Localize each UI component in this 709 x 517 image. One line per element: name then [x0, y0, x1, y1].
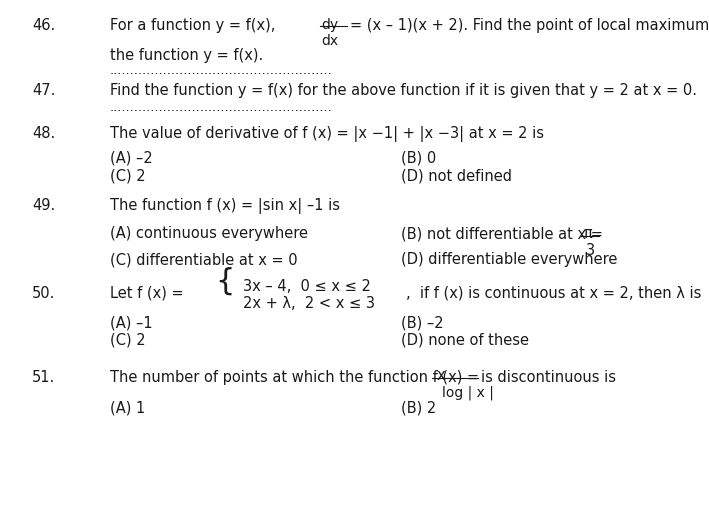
Text: (B) 0: (B) 0	[401, 151, 436, 166]
Text: The number of points at which the function f (x) =: The number of points at which the functi…	[110, 370, 479, 385]
Text: {: {	[215, 266, 234, 295]
Text: ,  if f (x) is continuous at x = 2, then λ is: , if f (x) is continuous at x = 2, then …	[406, 286, 702, 301]
Text: 3: 3	[586, 243, 596, 258]
Text: (C) 2: (C) 2	[110, 168, 145, 183]
Text: = (x – 1)(x + 2). Find the point of local maximum and minimum for: = (x – 1)(x + 2). Find the point of loca…	[350, 18, 709, 33]
Text: (A) –1: (A) –1	[110, 316, 152, 331]
Text: 48.: 48.	[32, 126, 55, 141]
Text: dx: dx	[321, 34, 338, 48]
Text: (D) differentiable everywhere: (D) differentiable everywhere	[401, 252, 617, 267]
Text: Let f (x) =: Let f (x) =	[110, 286, 184, 301]
Text: The function f (x) = |sin x| –1 is: The function f (x) = |sin x| –1 is	[110, 198, 340, 214]
Text: the function y = f(x).: the function y = f(x).	[110, 48, 263, 63]
Text: is discontinuous is: is discontinuous is	[481, 370, 616, 385]
Text: 51.: 51.	[32, 370, 55, 385]
Text: The value of derivative of f (x) = |x −1| + |x −3| at x = 2 is: The value of derivative of f (x) = |x −1…	[110, 126, 544, 142]
Text: 49.: 49.	[32, 198, 55, 213]
Text: Find the function y = f(x) for the above function if it is given that y = 2 at x: Find the function y = f(x) for the above…	[110, 83, 697, 98]
Text: ......................................................: ........................................…	[110, 64, 333, 77]
Text: (A) –2: (A) –2	[110, 151, 152, 166]
Text: ......................................................: ........................................…	[110, 101, 333, 114]
Text: (B) –2: (B) –2	[401, 316, 443, 331]
Text: x: x	[437, 368, 445, 383]
Text: 2x + λ,  2 < x ≤ 3: 2x + λ, 2 < x ≤ 3	[243, 296, 375, 311]
Text: 47.: 47.	[32, 83, 55, 98]
Text: π: π	[584, 226, 592, 241]
Text: (D) none of these: (D) none of these	[401, 333, 529, 348]
Text: 46.: 46.	[32, 18, 55, 33]
Text: log | x |: log | x |	[442, 386, 494, 400]
Text: (C) differentiable at x = 0: (C) differentiable at x = 0	[110, 252, 298, 267]
Text: For a function y = f(x),: For a function y = f(x),	[110, 18, 275, 33]
Text: (B) not differentiable at x =: (B) not differentiable at x =	[401, 226, 603, 241]
Text: (B) 2: (B) 2	[401, 400, 436, 415]
Text: (D) not defined: (D) not defined	[401, 168, 512, 183]
Text: (A) 1: (A) 1	[110, 400, 145, 415]
Text: 3x – 4,  0 ≤ x ≤ 2: 3x – 4, 0 ≤ x ≤ 2	[243, 279, 371, 294]
Text: (A) continuous everywhere: (A) continuous everywhere	[110, 226, 308, 241]
Text: dy: dy	[321, 18, 338, 32]
Text: (C) 2: (C) 2	[110, 333, 145, 348]
Text: 50.: 50.	[32, 286, 55, 301]
